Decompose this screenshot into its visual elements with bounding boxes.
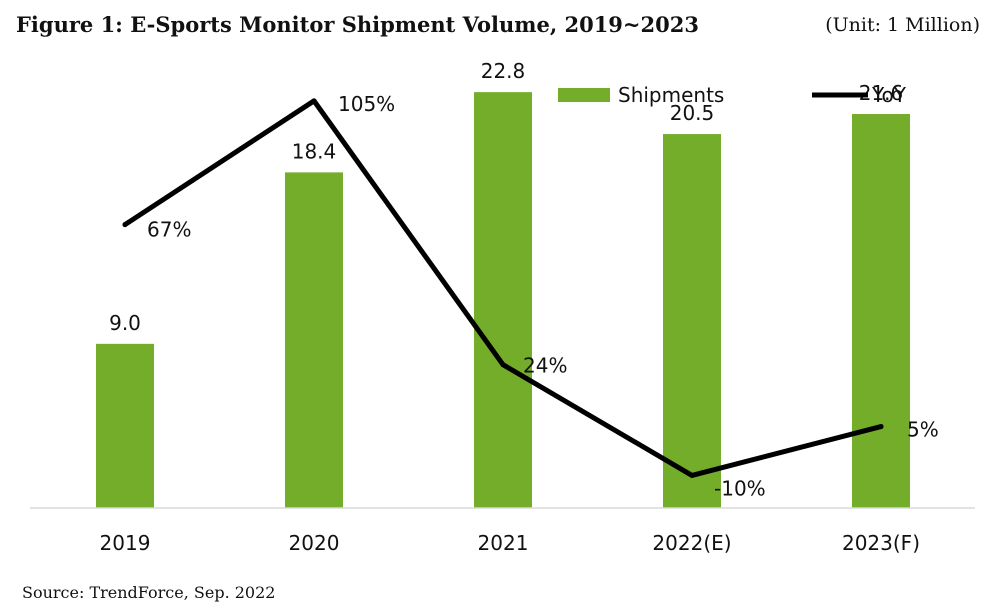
legend-bar-label: Shipments [618,83,724,107]
bar-2020 [285,172,343,508]
x-tick-2023(F): 2023(F) [842,531,920,555]
line-series [122,98,884,478]
bar-label-2020: 18.4 [292,139,337,163]
legend-bar-swatch [558,88,610,102]
yoy-label-2020: 105% [338,92,395,116]
legend-line-label: YoY [871,83,907,107]
yoy-point-2020 [311,98,317,104]
yoy-label-2019: 67% [147,218,191,242]
bar-2022(E) [663,134,721,508]
x-tick-2022(E): 2022(E) [652,531,731,555]
source-note: Source: TrendForce, Sep. 2022 [22,583,276,602]
legend: Shipments YoY [558,83,907,107]
bar-label-2019: 9.0 [109,311,141,335]
yoy-point-2021 [500,362,506,368]
x-tick-2020: 2020 [289,531,340,555]
chart-title: Figure 1: E-Sports Monitor Shipment Volu… [16,12,699,37]
yoy-point-2022(E) [689,472,695,478]
x-tick-2021: 2021 [478,531,529,555]
data-labels: 9.018.422.820.521.667%105%24%-10%5% [109,59,939,500]
bar-2023(F) [852,114,910,509]
bar-label-2021: 22.8 [481,59,526,83]
yoy-label-2023(F): 5% [907,418,939,442]
x-axis-ticks: 2019 2020 2021 2022(E) 2023(F) [100,531,920,555]
x-tick-2019: 2019 [100,531,151,555]
bar-2021 [474,92,532,509]
yoy-label-2021: 24% [523,354,567,378]
bar-2019 [96,343,154,508]
yoy-point-2019 [122,222,128,228]
unit-label: (Unit: 1 Million) [825,14,980,36]
yoy-label-2022(E): -10% [714,476,766,500]
bar-label-2022(E): 20.5 [670,101,715,125]
yoy-point-2023(F) [878,424,884,430]
bar-series [96,92,910,509]
